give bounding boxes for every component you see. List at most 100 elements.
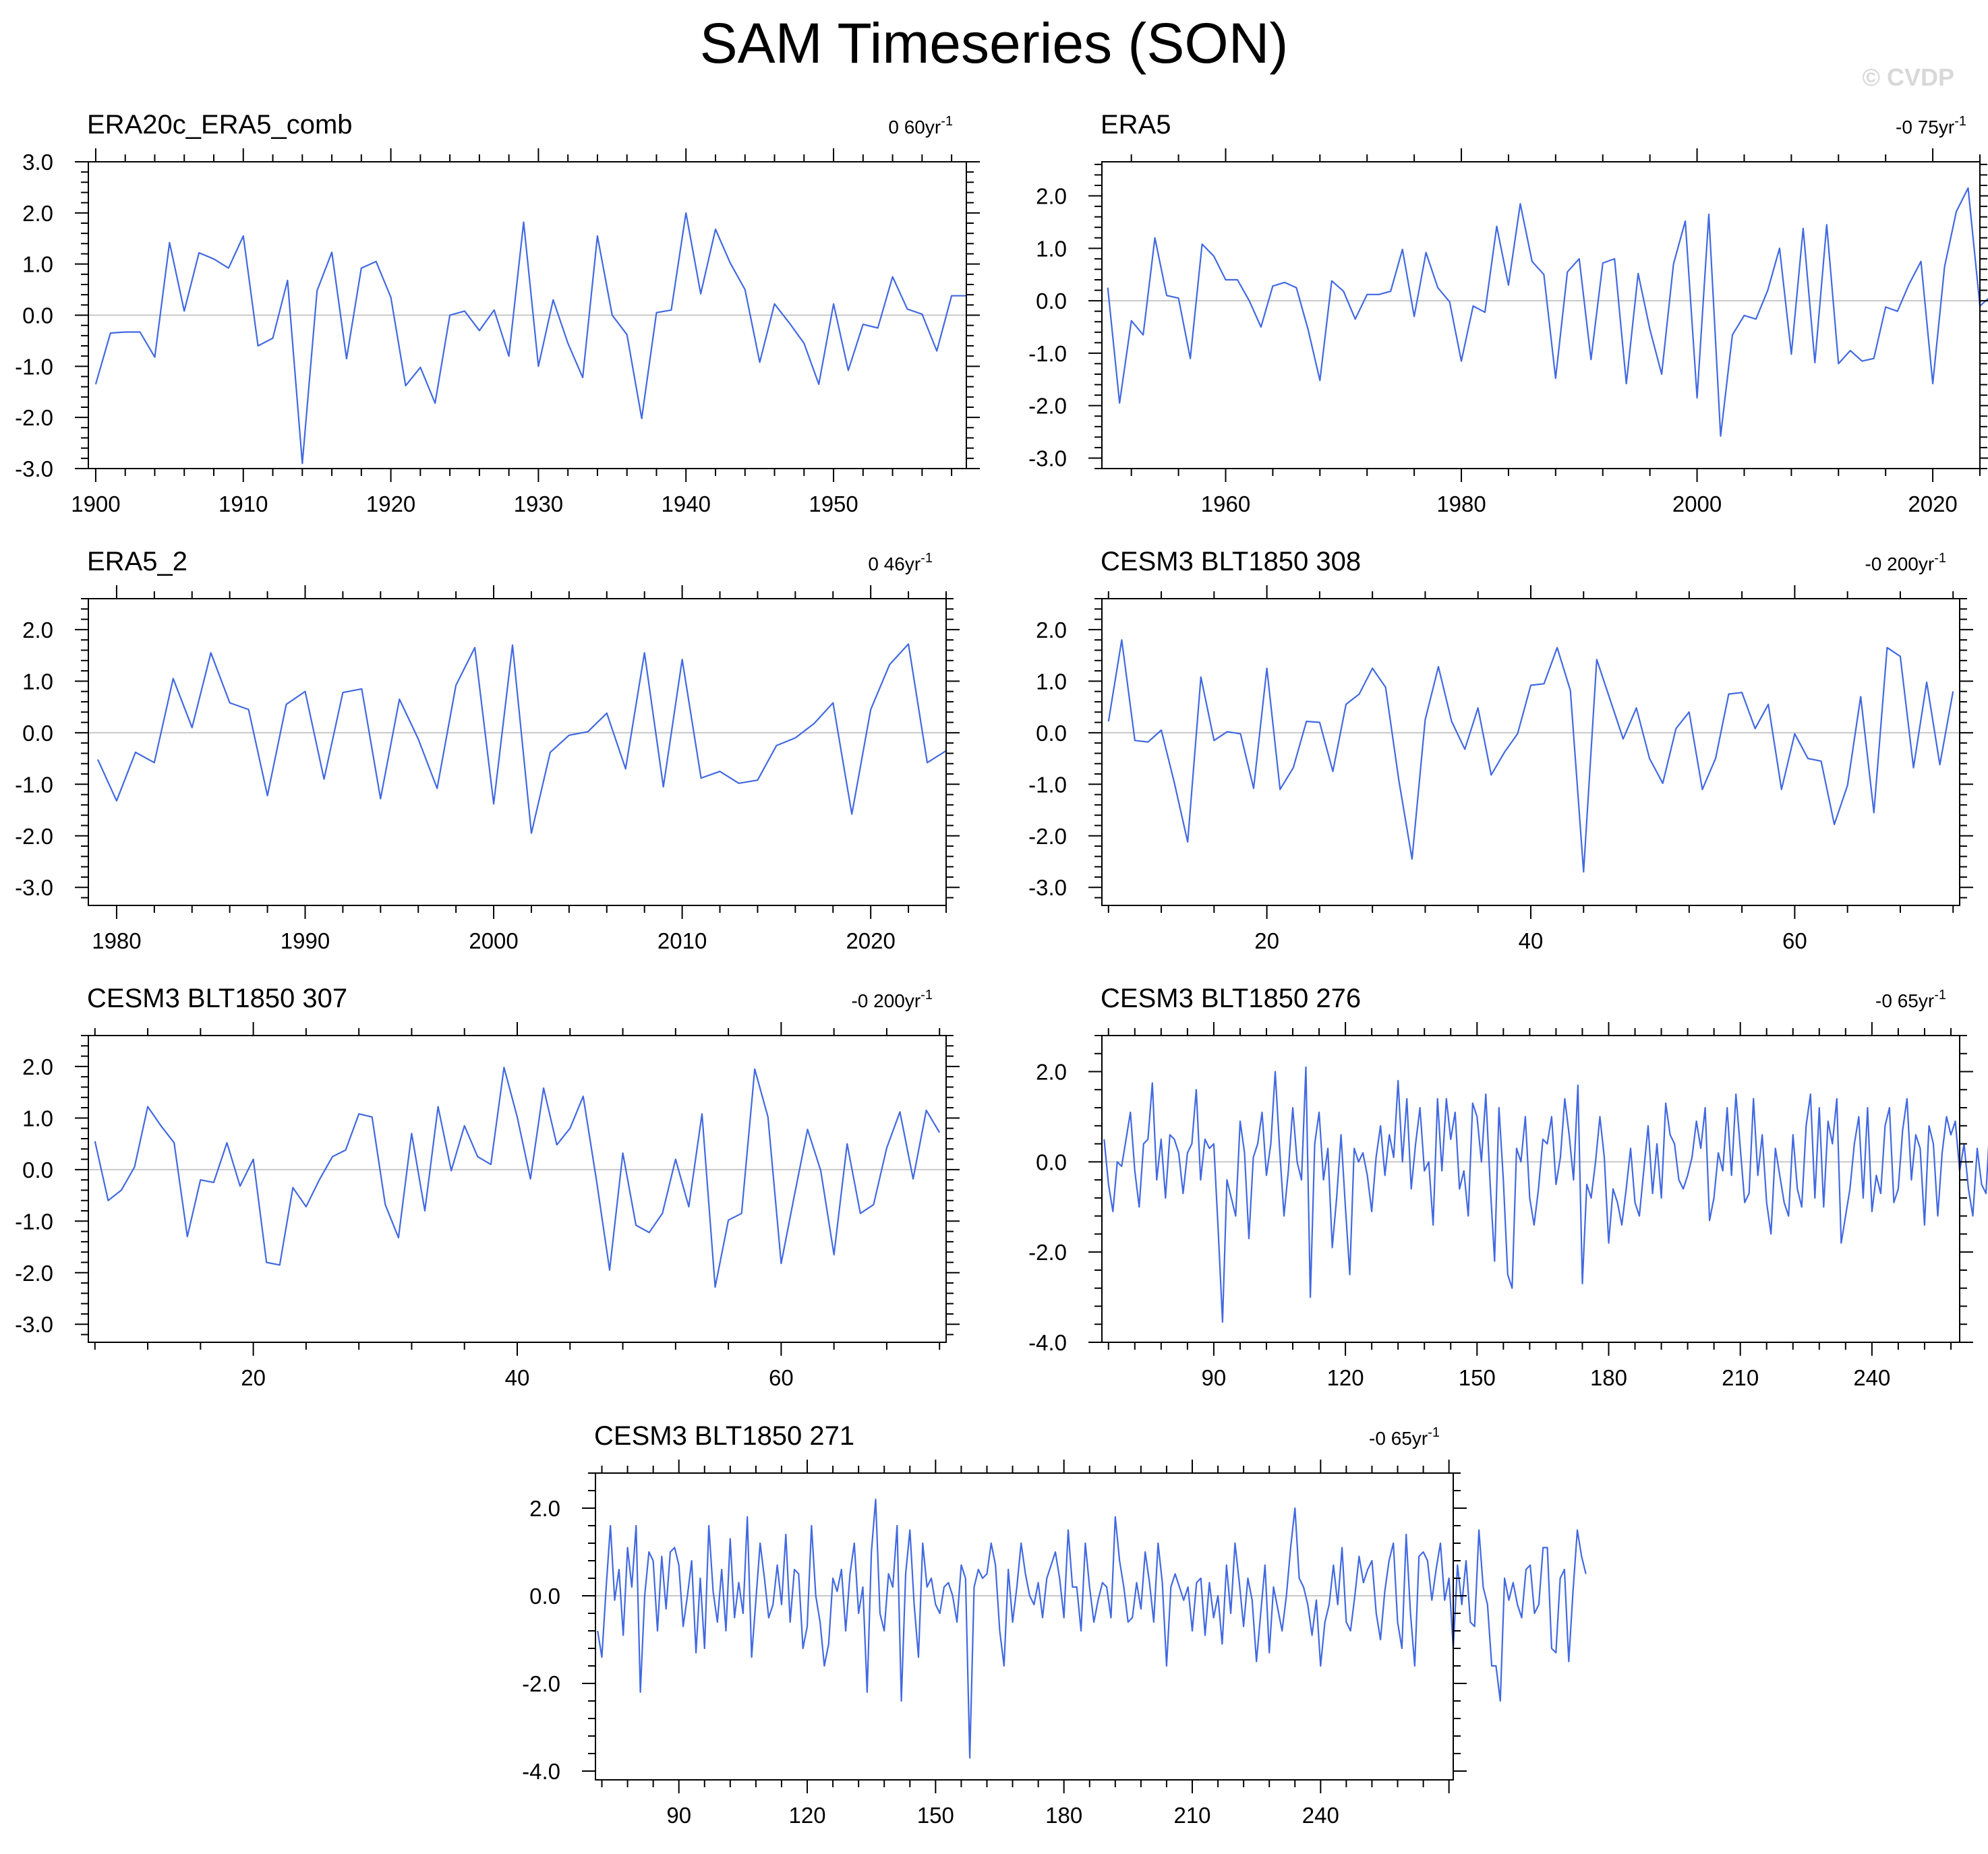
panel-title: CESM3 BLT1850 271 [594, 1421, 854, 1451]
y-tick-label: -2.0 [522, 1671, 560, 1696]
y-tick-label: -4.0 [522, 1759, 560, 1784]
plot-frame [1101, 598, 1960, 906]
x-tick-label: 1910 [218, 491, 268, 516]
y-tick-label: -2.0 [1028, 824, 1067, 849]
y-tick-label: -1.0 [1028, 341, 1067, 366]
x-tick-label: 1920 [366, 491, 415, 516]
x-tick-label: 240 [1853, 1365, 1890, 1390]
x-tick-label: 2000 [469, 928, 518, 953]
x-tick-label: 90 [1202, 1365, 1227, 1390]
trend-label: -0 65yr-1 [1875, 988, 1946, 1011]
y-tick-label: 0.0 [22, 1158, 53, 1183]
y-tick-label: 0.0 [529, 1584, 560, 1609]
x-tick-label: 2020 [1908, 491, 1957, 516]
y-tick-label: 2.0 [529, 1496, 560, 1521]
y-tick-label: 1.0 [1036, 236, 1067, 261]
series-line [597, 1498, 1587, 1759]
panel-title: ERA5_2 [87, 547, 187, 576]
x-tick-label: 20 [241, 1365, 266, 1390]
panel-title: CESM3 BLT1850 307 [87, 984, 347, 1013]
x-tick-label: 240 [1302, 1803, 1339, 1828]
x-tick-label: 90 [666, 1803, 691, 1828]
y-tick-label: 1.0 [22, 669, 53, 694]
y-tick-label: -1.0 [15, 1209, 53, 1234]
x-tick-label: 60 [769, 1365, 794, 1390]
x-tick-label: 2000 [1672, 491, 1722, 516]
x-tick-label: 20 [1254, 928, 1279, 953]
plot-frame [88, 598, 947, 906]
series-line [96, 643, 947, 835]
main-title: SAM Timeseries (SON) [699, 11, 1289, 75]
y-tick-label: -1.0 [1028, 772, 1067, 797]
x-tick-label: 180 [1590, 1365, 1627, 1390]
panel-title: CESM3 BLT1850 276 [1101, 984, 1361, 1013]
x-tick-label: 210 [1173, 1803, 1210, 1828]
panel-cesm3-276: 90 120 150 180 210 240 2.0 0.0 -2.0 -4.0 CESM3 BLT… [1028, 984, 1988, 1390]
x-tick-label: 40 [1519, 928, 1544, 953]
watermark: © CVDP [1862, 63, 1954, 91]
panel-title: CESM3 BLT1850 308 [1101, 547, 1361, 576]
y-tick-label: 0.0 [1036, 721, 1067, 746]
y-tick-label: 2.0 [1036, 618, 1067, 642]
panel-title: ERA20c_ERA5_comb [87, 110, 353, 140]
y-tick-label: 1.0 [1036, 669, 1067, 694]
trend-label: 0 46yr-1 [868, 551, 933, 574]
x-tick-label: 1980 [1436, 491, 1486, 516]
y-tick-label: 0.0 [22, 721, 53, 746]
x-tick-label: 60 [1782, 928, 1807, 953]
y-tick-label: 1.0 [22, 1106, 53, 1131]
x-tick-label: 150 [1459, 1365, 1496, 1390]
y-tick-label: -2.0 [15, 405, 53, 430]
x-tick-label: 120 [789, 1803, 826, 1828]
x-tick-label: 210 [1722, 1365, 1759, 1390]
y-tick-label: 2.0 [1036, 184, 1067, 209]
y-tick-label: 0.0 [1036, 289, 1067, 313]
panel-era20c-era5-comb: 1900 1910 1920 1930 1940 1950 3.0 2.0 1.0 0.0 -1.0… [15, 110, 980, 516]
plot-frame [1101, 161, 1981, 469]
series-line [1107, 639, 1954, 873]
x-tick-label: 1960 [1201, 491, 1250, 516]
y-tick-label: -1.0 [15, 354, 53, 379]
y-tick-label: 2.0 [22, 618, 53, 642]
trend-label: -0 65yr-1 [1369, 1425, 1440, 1449]
y-tick-label: -3.0 [15, 1312, 53, 1337]
y-tick-label: 3.0 [22, 150, 53, 175]
y-tick-label: 2.0 [22, 201, 53, 226]
series-line [1107, 187, 1988, 437]
y-tick-label: -3.0 [1028, 875, 1067, 900]
x-tick-label: 1930 [514, 491, 563, 516]
panel-cesm3-308: 20 40 60 2.0 1.0 0.0 -1.0 -2.0 -3.0 CESM3 BLT1850… [1028, 547, 1973, 953]
plot-frame [88, 1035, 947, 1343]
panel-cesm3-307: 20 40 60 2.0 1.0 0.0 -1.0 -2.0 -3.0 CESM3 BLT1850… [15, 984, 960, 1390]
y-tick-label: 0.0 [22, 303, 53, 328]
x-tick-label: 1900 [71, 491, 120, 516]
y-tick-label: -2.0 [1028, 394, 1067, 419]
x-tick-label: 2010 [657, 928, 707, 953]
series-line [94, 212, 966, 465]
x-tick-label: 150 [917, 1803, 954, 1828]
plot-frame [595, 1472, 1454, 1781]
panel-era5-2: 1980 1990 2000 2010 2020 2.0 1.0 0.0 -1.0 -2.0 -3.… [15, 547, 960, 953]
trend-label: -0 200yr-1 [851, 988, 933, 1011]
y-tick-label: 2.0 [1036, 1060, 1067, 1085]
y-tick-label: -2.0 [15, 824, 53, 849]
trend-label: -0 75yr-1 [1896, 114, 1966, 138]
y-tick-label: -3.0 [15, 456, 53, 481]
x-tick-label: 1940 [662, 491, 711, 516]
panel-cesm3-271: 90 120 150 180 210 240 2.0 0.0 -2.0 -4.0 CESM3 BLT… [522, 1421, 1587, 1828]
y-tick-label: -1.0 [15, 772, 53, 797]
y-tick-label: -3.0 [1028, 446, 1067, 471]
panel-era5: 1960 1980 2000 2020 2.0 1.0 0.0 -1.0 -2.0 -3.0 ERA… [1028, 110, 1988, 516]
panel-title: ERA5 [1101, 110, 1171, 140]
x-tick-label: 1990 [281, 928, 330, 953]
trend-label: -0 200yr-1 [1865, 551, 1946, 574]
y-tick-label: -4.0 [1028, 1330, 1067, 1355]
series-line [94, 1067, 941, 1288]
trend-label: 0 60yr-1 [888, 114, 953, 138]
x-tick-label: 180 [1045, 1803, 1082, 1828]
plot-frame [1101, 1035, 1960, 1343]
x-tick-label: 40 [505, 1365, 530, 1390]
x-tick-label: 1980 [92, 928, 141, 953]
y-tick-label: 1.0 [22, 252, 53, 277]
